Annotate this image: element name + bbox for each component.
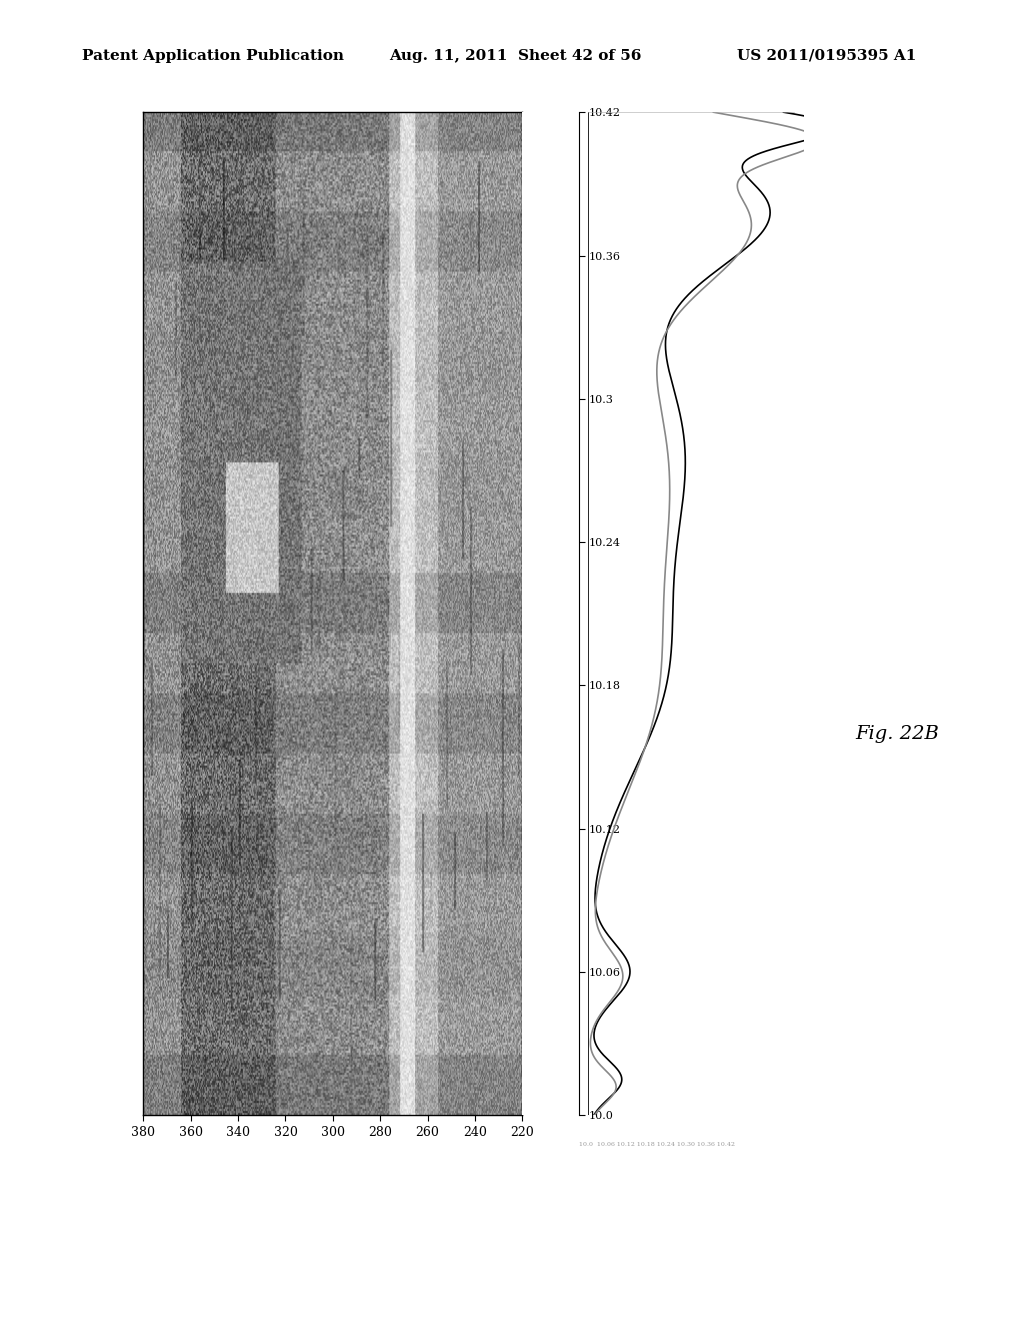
Text: 10.0  10.06 10.12 10.18 10.24 10.30 10.36 10.42: 10.0 10.06 10.12 10.18 10.24 10.30 10.36… bbox=[579, 1142, 734, 1147]
Text: Patent Application Publication: Patent Application Publication bbox=[82, 49, 344, 63]
Text: Fig. 22B: Fig. 22B bbox=[855, 725, 939, 743]
Text: US 2011/0195395 A1: US 2011/0195395 A1 bbox=[737, 49, 916, 63]
Text: Aug. 11, 2011  Sheet 42 of 56: Aug. 11, 2011 Sheet 42 of 56 bbox=[389, 49, 641, 63]
